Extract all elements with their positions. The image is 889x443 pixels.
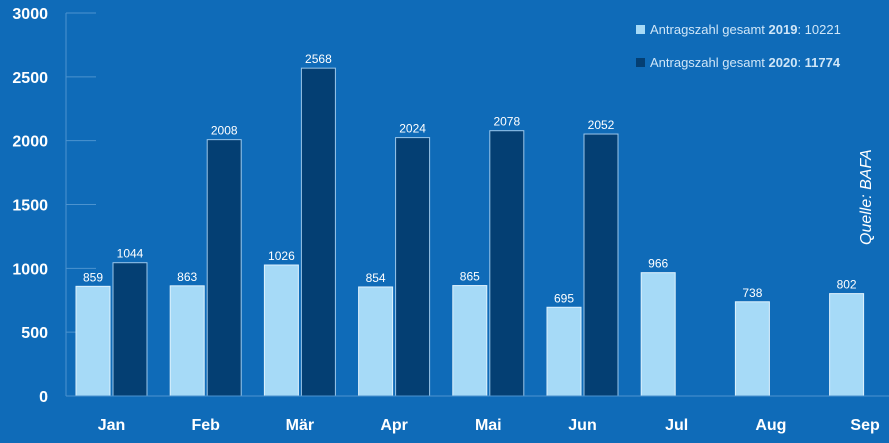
y-tick-label: 1000 (12, 261, 48, 278)
legend-swatch-2019 (636, 25, 645, 34)
x-axis: Jan Feb Mär Apr Mai Jun Jul Aug Sep (66, 395, 889, 434)
value-label: 2052 (588, 118, 615, 132)
x-tick-label: Jul (665, 417, 688, 434)
bar-2020-apr (395, 137, 431, 397)
legend-label-2019-sep: : (797, 22, 804, 37)
legend: Antragszahl gesamt 2019: 10221 Antragsza… (636, 22, 841, 70)
legend-label-2019-year: 2019 (769, 22, 798, 37)
y-tick-label: 0 (39, 389, 48, 406)
x-tick-label: Feb (191, 417, 220, 434)
value-label: 1026 (268, 249, 295, 263)
value-label: 859 (83, 270, 103, 284)
value-label: 2568 (305, 52, 332, 66)
value-label: 738 (742, 286, 762, 300)
bar-2019-mär (263, 264, 299, 397)
bar-2020-jan (112, 262, 148, 397)
value-label: 854 (366, 271, 386, 285)
bar-2020-mai (489, 130, 525, 397)
value-label: 863 (177, 270, 197, 284)
x-tick-label: Jan (98, 417, 126, 434)
value-label: 2024 (399, 122, 426, 136)
value-label: 1044 (117, 247, 144, 261)
y-tick-label: 2500 (12, 70, 48, 87)
bar-2020-mär (300, 67, 336, 397)
legend-swatch-2020 (636, 58, 645, 67)
legend-label-2020-total: 11774 (805, 55, 841, 70)
value-label: 2078 (493, 115, 520, 129)
legend-label-2020-prefix: Antragszahl gesamt (650, 55, 769, 70)
bar-2019-sep (829, 293, 865, 397)
legend-label-2019: Antragszahl gesamt 2019: 10221 (650, 22, 841, 37)
legend-label-2020-year: 2020 (769, 55, 798, 70)
x-tick-label: Apr (380, 417, 408, 434)
bar-2019-jan (75, 285, 111, 397)
bar-2019-aug (734, 301, 770, 397)
bar-2019-mai (452, 285, 488, 397)
legend-label-2019-total: 10221 (805, 22, 841, 37)
bar-2019-jul (640, 272, 676, 397)
x-tick-label: Aug (755, 417, 786, 434)
legend-label-2019-prefix: Antragszahl gesamt (650, 22, 769, 37)
x-tick-label: Sep (850, 417, 880, 434)
bar-2019-feb (169, 285, 205, 397)
x-tick-label: Mai (475, 417, 502, 434)
value-label: 966 (648, 257, 668, 271)
value-labels: 859 1044 863 2008 1026 2568 854 2024 865 2078 695 2… (83, 52, 857, 305)
y-tick-label: 2000 (12, 134, 48, 151)
value-label: 2008 (211, 124, 238, 138)
x-tick-label: Mär (286, 417, 314, 434)
value-label: 695 (554, 291, 574, 305)
x-tick-label: Jun (568, 417, 596, 434)
y-tick-label: 3000 (12, 6, 48, 23)
legend-label-2020-sep: : (797, 55, 804, 70)
value-label: 802 (837, 278, 857, 292)
value-label: 865 (460, 270, 480, 284)
y-tick-label: 500 (21, 325, 48, 342)
source-note: Quelle: BAFA (858, 149, 875, 245)
y-axis: 0 500 1000 1500 2000 2500 3000 (12, 6, 67, 406)
bar-2020-jun (583, 133, 619, 397)
bar-2019-apr (358, 286, 394, 397)
legend-label-2020: Antragszahl gesamt 2020: 11774 (650, 55, 841, 70)
bar-2019-jun (546, 306, 582, 397)
y-tick-label: 1500 (12, 198, 48, 215)
bar-2020-feb (206, 139, 242, 397)
bars (75, 67, 865, 397)
